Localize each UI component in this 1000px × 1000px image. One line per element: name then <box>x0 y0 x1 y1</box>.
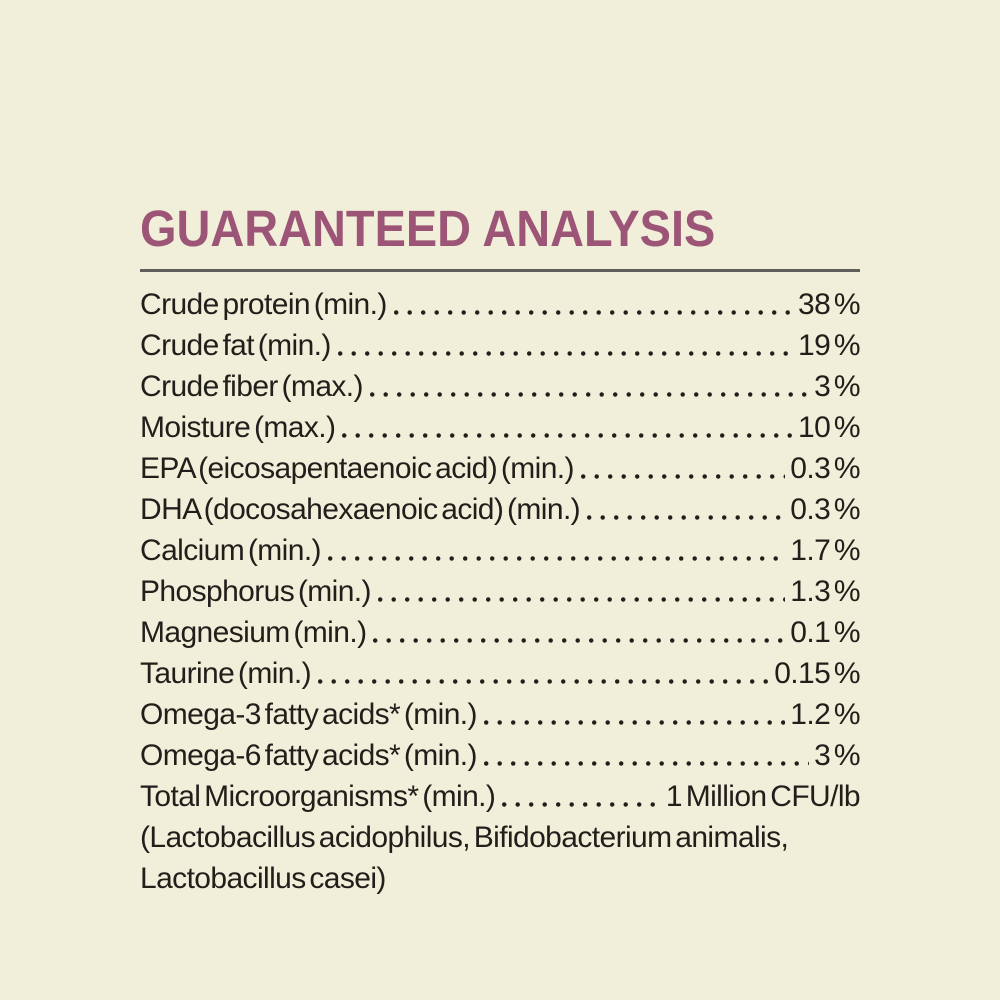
nutrient-value: 0.15 % <box>774 657 860 690</box>
nutrient-label: Crude fat (min.) <box>140 329 331 362</box>
dot-leader <box>377 597 786 602</box>
dot-leader <box>337 351 794 356</box>
nutrient-label: Crude fiber (max.) <box>140 370 364 403</box>
nutrient-value: 3 % <box>814 739 861 772</box>
nutrient-label: Omega-6 fatty acids* (min.) <box>140 739 478 772</box>
dot-leader <box>502 802 661 807</box>
analysis-row: Taurine (min.) 0.15 % <box>140 653 861 694</box>
analysis-row: Crude fiber (max.) 3 % <box>140 366 861 407</box>
dot-leader <box>580 474 786 479</box>
analysis-row: DHA (docosahexaenoic acid) (min.) 0.3 % <box>140 489 861 530</box>
analysis-row: Moisture (max.) 10 % <box>140 407 861 448</box>
footnote-line: (Lactobacillus acidophilus, Bifidobacter… <box>140 821 789 854</box>
nutrient-value: 1.2 % <box>790 698 860 731</box>
dot-leader <box>317 679 770 684</box>
dot-leader <box>369 392 810 397</box>
dot-leader <box>483 761 810 766</box>
nutrient-label: EPA (eicosapentaenoic acid) (min.) <box>140 452 575 485</box>
nutrient-label: Moisture (max.) <box>140 411 336 444</box>
nutrient-value: 38 % <box>798 288 861 321</box>
dot-leader <box>373 638 786 643</box>
nutrient-value: 0.1 % <box>790 616 860 649</box>
nutrient-label: Calcium (min.) <box>140 534 322 567</box>
nutrient-label: Phosphorus (min.) <box>140 575 372 608</box>
nutrient-label: Total Microorganisms* (min.) <box>140 780 496 813</box>
guaranteed-analysis-panel: GUARANTEED ANALYSIS Crude protein (min.)… <box>140 200 861 899</box>
nutrient-value: 1.7 % <box>790 534 860 567</box>
divider-rule <box>140 269 860 272</box>
analysis-table: Crude protein (min.) 38 % Crude fat (min… <box>140 284 861 817</box>
analysis-row: Total Microorganisms* (min.) 1 Million C… <box>140 776 861 817</box>
nutrient-value: 19 % <box>798 329 861 362</box>
footnote-line: Lactobacillus casei) <box>140 862 386 895</box>
nutrient-value: 3 % <box>814 370 861 403</box>
nutrient-value: 1.3 % <box>790 575 860 608</box>
dot-leader <box>483 720 786 725</box>
analysis-row: Crude protein (min.) 38 % <box>140 284 861 325</box>
dot-leader <box>342 433 794 438</box>
nutrient-value: 10 % <box>798 411 861 444</box>
dot-leader <box>587 515 786 520</box>
analysis-row: EPA (eicosapentaenoic acid) (min.) 0.3 % <box>140 448 861 489</box>
nutrient-label: Magnesium (min.) <box>140 616 367 649</box>
section-title: GUARANTEED ANALYSIS <box>140 200 716 257</box>
analysis-row: Omega-3 fatty acids* (min.) 1.2 % <box>140 694 861 735</box>
nutrient-label: Crude protein (min.) <box>140 288 387 321</box>
nutrient-value: 0.3 % <box>790 452 860 485</box>
analysis-row: Calcium (min.) 1.7 % <box>140 530 861 571</box>
dot-leader <box>327 556 786 561</box>
nutrient-label: Omega-3 fatty acids* (min.) <box>140 698 478 731</box>
analysis-row: Crude fat (min.) 19 % <box>140 325 861 366</box>
analysis-row: Phosphorus (min.) 1.3 % <box>140 571 861 612</box>
nutrient-value: 0.3 % <box>790 493 860 526</box>
analysis-row: Magnesium (min.) 0.1 % <box>140 612 861 653</box>
dot-leader <box>393 310 794 315</box>
analysis-row: Omega-6 fatty acids* (min.) 3 % <box>140 735 861 776</box>
nutrient-label: DHA (docosahexaenoic acid) (min.) <box>140 493 581 526</box>
microorganisms-footnote: (Lactobacillus acidophilus, Bifidobacter… <box>140 817 860 899</box>
nutrient-value: 1 Million CFU/lb <box>665 780 861 813</box>
nutrient-label: Taurine (min.) <box>140 657 312 690</box>
